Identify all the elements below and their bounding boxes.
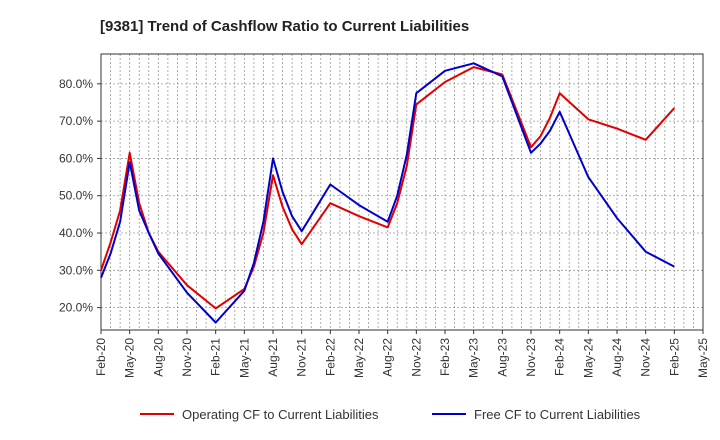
x-tick-label: May-23 bbox=[467, 338, 481, 378]
x-tick-label: May-20 bbox=[123, 338, 137, 378]
x-tick-label: Feb-20 bbox=[94, 338, 108, 376]
x-tick-label: Aug-20 bbox=[151, 338, 165, 377]
x-tick-label: Aug-22 bbox=[381, 338, 395, 377]
plot-area bbox=[100, 53, 704, 331]
x-tick-label: Nov-24 bbox=[639, 338, 653, 377]
x-tick-label: Feb-22 bbox=[323, 338, 337, 376]
y-tick-label: 80.0% bbox=[59, 77, 93, 91]
x-tick-label: May-25 bbox=[696, 338, 710, 378]
x-tick-label: Feb-24 bbox=[553, 338, 567, 376]
series-line-free-cf bbox=[100, 62, 675, 324]
x-tick-label: May-24 bbox=[581, 338, 595, 378]
grid bbox=[101, 54, 703, 330]
y-tick-label: 20.0% bbox=[59, 301, 93, 315]
legend-label-free: Free CF to Current Liabilities bbox=[474, 407, 641, 422]
y-axis: 20.0% 30.0% 40.0% 50.0% 60.0% 70.0% 80.0% bbox=[59, 77, 101, 315]
series-lines bbox=[100, 62, 676, 324]
x-tick-label: Nov-23 bbox=[524, 338, 538, 377]
x-tick-label: Nov-22 bbox=[409, 338, 423, 377]
x-tick-label: Nov-20 bbox=[180, 338, 194, 377]
legend: Operating CF to Current Liabilities Free… bbox=[140, 407, 641, 422]
x-tick-label: Feb-25 bbox=[667, 338, 681, 376]
x-tick-label: May-21 bbox=[237, 338, 251, 378]
x-tick-label: Feb-23 bbox=[438, 338, 452, 376]
x-tick-label: Aug-23 bbox=[495, 338, 509, 377]
chart-title: [9381] Trend of Cashflow Ratio to Curren… bbox=[100, 18, 469, 35]
x-tick-label: Nov-21 bbox=[295, 338, 309, 377]
y-tick-label: 60.0% bbox=[59, 151, 93, 165]
legend-label-operating: Operating CF to Current Liabilities bbox=[182, 407, 379, 422]
x-tick-label: Aug-24 bbox=[610, 338, 624, 377]
x-tick-label: Feb-21 bbox=[209, 338, 223, 376]
y-tick-label: 30.0% bbox=[59, 263, 93, 277]
y-tick-label: 70.0% bbox=[59, 114, 93, 128]
x-tick-label: Aug-21 bbox=[266, 338, 280, 377]
x-axis: Feb-20 May-20 Aug-20 Nov-20 Feb-21 May-21 Aug-… bbox=[94, 330, 710, 378]
y-tick-label: 50.0% bbox=[59, 189, 93, 203]
x-tick-label: May-22 bbox=[352, 338, 366, 378]
y-tick-label: 40.0% bbox=[59, 226, 93, 240]
